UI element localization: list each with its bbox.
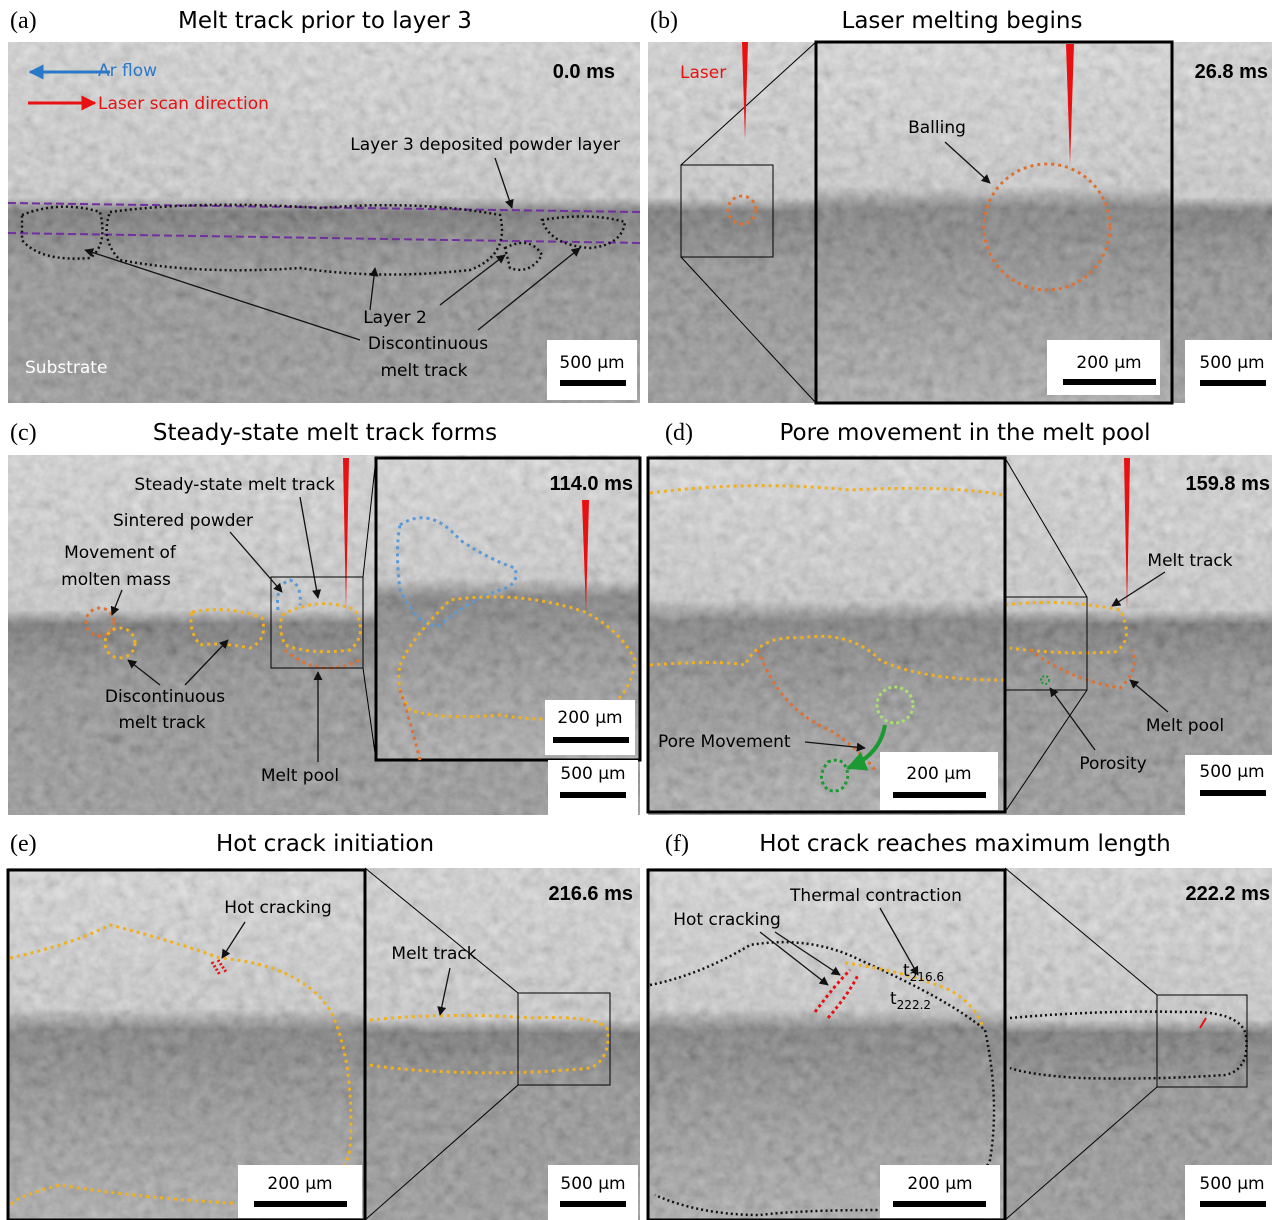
annotation: melt track [380, 361, 467, 381]
panel-d: (d) Pore movement in the melt pool 159.8… [648, 420, 1272, 815]
scale-bar [1063, 379, 1156, 385]
annotation: Laser scan direction [98, 94, 269, 114]
scale-bar [1200, 1201, 1266, 1207]
annotation: Melt pool [1146, 716, 1224, 736]
annotation: Discontinuous [368, 334, 488, 354]
panel-label: (d) [665, 420, 693, 446]
annotation: melt track [118, 713, 205, 733]
scale-bar-label: 200 µm [906, 764, 971, 784]
panel-label: (c) [10, 420, 37, 446]
scale-bar-label: 500 µm [560, 1174, 625, 1194]
panel-title: Steady-state melt track forms [153, 420, 497, 446]
annotation: Melt track [391, 944, 476, 964]
scale-bar [1200, 380, 1266, 386]
annotation: Discontinuous [105, 687, 225, 707]
panel-label: (a) [10, 8, 37, 34]
panel-title: Laser melting begins [842, 8, 1083, 34]
panel-label: (e) [10, 831, 37, 857]
annotation: Pore Movement [658, 732, 791, 752]
scale-bar-label: 200 µm [907, 1174, 972, 1194]
annotation: Layer 2 [363, 308, 427, 328]
panel-title: Melt track prior to layer 3 [178, 8, 472, 34]
annotation: Melt track [1147, 551, 1232, 571]
scale-bar-label: 500 µm [559, 353, 624, 373]
annotation: Porosity [1079, 754, 1146, 774]
scale-bar [560, 1201, 626, 1207]
annotation: Movement of [64, 543, 177, 563]
timestamp: 159.8 ms [1185, 473, 1270, 495]
scale-bar-label: 500 µm [560, 764, 625, 784]
panel-f: (f) Hot crack reaches maximum length 222… [648, 831, 1272, 1220]
panel-a: (a) Melt track prior to layer 3 Ar flow … [8, 8, 640, 403]
timestamp: 114.0 ms [550, 473, 633, 495]
annotation: Hot cracking [224, 898, 332, 918]
scale-bar-label: 200 µm [557, 708, 622, 728]
annotation: Steady-state melt track [134, 475, 335, 495]
annotation: Hot cracking [673, 910, 781, 930]
panel-label: (f) [665, 831, 689, 857]
annotation: Substrate [25, 358, 107, 378]
time-marker-sub: 222.2 [897, 998, 931, 1012]
annotation: Balling [908, 118, 966, 138]
panel-title: Pore movement in the melt pool [780, 420, 1151, 446]
scale-bar [553, 737, 629, 743]
timestamp: 222.2 ms [1185, 883, 1270, 905]
scale-bar-label: 500 µm [1199, 353, 1264, 373]
annotation: Melt pool [261, 766, 339, 786]
panel-title: Hot crack initiation [216, 831, 434, 857]
scale-bar [254, 1201, 347, 1207]
panel-e: (e) Hot crack initiation 216.6 ms Hot cr… [8, 831, 640, 1220]
time-marker-sub: 216.6 [910, 970, 944, 984]
scale-bar [893, 792, 986, 798]
panel-label: (b) [650, 8, 678, 34]
annotation: Layer 3 deposited powder layer [350, 135, 620, 155]
panel-b: (b) Laser melting begins Laser Balling 2… [648, 8, 1272, 403]
panel-c: (c) Steady-state melt track forms 114.0 … [8, 420, 640, 815]
timestamp: 26.8 ms [1195, 61, 1268, 83]
timestamp: 0.0 ms [553, 61, 615, 83]
scale-bar-label: 200 µm [267, 1174, 332, 1194]
scale-bar-label: 500 µm [1199, 762, 1264, 782]
figure: (a) Melt track prior to layer 3 Ar flow … [0, 0, 1276, 1220]
panel-title: Hot crack reaches maximum length [759, 831, 1171, 857]
scale-bar [893, 1201, 986, 1207]
timestamp: 216.6 ms [548, 883, 633, 905]
scale-bar-label: 500 µm [1199, 1174, 1264, 1194]
scale-bar [1200, 790, 1266, 796]
annotation: molten mass [61, 570, 171, 590]
scale-bar [560, 792, 626, 798]
scale-bar [560, 380, 626, 386]
annotation: Ar flow [98, 61, 157, 81]
annotation: Thermal contraction [789, 886, 962, 906]
scale-bar-label: 200 µm [1076, 353, 1141, 373]
annotation: Sintered powder [113, 511, 253, 531]
annotation: Laser [680, 63, 726, 83]
